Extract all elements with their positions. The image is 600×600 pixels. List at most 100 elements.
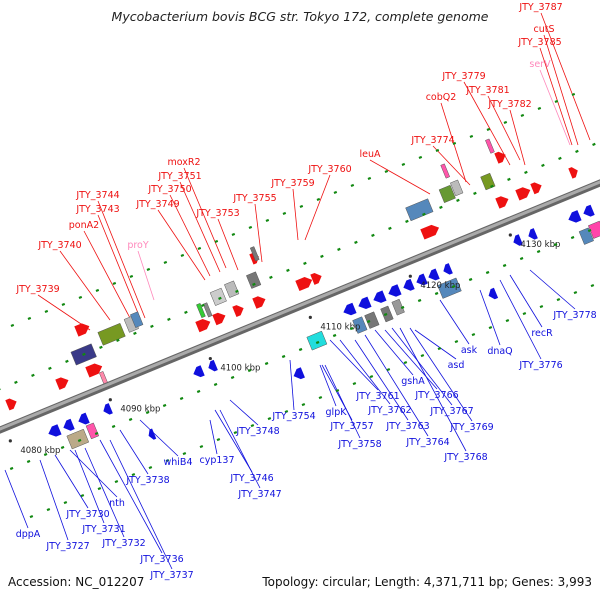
forward-gene-arrow <box>420 224 440 240</box>
reverse-gene-arrow <box>208 359 218 372</box>
leader-line <box>39 459 69 541</box>
leader-line <box>97 214 141 319</box>
gene-label-reverse: JTY_3730 <box>65 509 109 520</box>
gene-label-forward: JTY_3739 <box>15 284 59 295</box>
frame-tick-lower <box>522 312 527 316</box>
frame-tick-forward <box>558 156 562 160</box>
frame-tick-forward <box>473 191 477 195</box>
genome-backbone <box>0 179 600 434</box>
gene-label-reverse: JTY_3764 <box>405 437 449 448</box>
gene-label-reverse: JTY_3731 <box>81 524 125 535</box>
gene-label-reverse: glpK <box>326 407 348 418</box>
gene-label-forward: JTY_3743 <box>75 204 119 215</box>
gene-label-reverse: JTY_3736 <box>139 554 183 565</box>
frame-tick-reverse <box>9 466 14 471</box>
feature-mark <box>249 246 260 262</box>
gene-label-reverse: JTY_3737 <box>149 570 193 581</box>
frame-tick-lower <box>233 430 238 435</box>
frame-tick-forward <box>524 170 528 174</box>
frame-tick-reverse <box>536 249 541 254</box>
frame-tick-forward <box>456 198 460 202</box>
frame-tick-lower <box>182 451 187 456</box>
frame-tick-forward <box>31 373 35 377</box>
frame-tick-reverse <box>247 368 252 373</box>
forward-gene-arrow <box>568 167 578 179</box>
gene-label-reverse: JTY_3732 <box>101 538 145 549</box>
frame-tick-lower <box>29 514 34 519</box>
frame-tick-reverse <box>145 410 150 415</box>
gene-label-forward: JTY_3785 <box>517 37 561 48</box>
gene-features <box>5 138 600 450</box>
frame-tick-forward <box>48 366 52 370</box>
genome-summary: Topology: circular; Length: 4,371,711 bp… <box>262 575 592 589</box>
scale-tick-label: 4120 kbp <box>420 281 460 291</box>
frame-tick-reverse <box>451 284 456 289</box>
frame-tick-lower <box>114 479 119 484</box>
frame-tick-reverse <box>213 382 218 387</box>
frame-tick-lower <box>590 284 595 288</box>
leader-line <box>329 339 379 391</box>
frame-tick-upper <box>435 148 440 153</box>
feature-block <box>97 322 126 346</box>
forward-gene-arrow <box>232 305 244 317</box>
frame-tick-upper <box>112 281 117 286</box>
leader-line <box>432 145 471 186</box>
feature-block <box>306 330 328 351</box>
reverse-gene-arrow <box>358 296 372 310</box>
frame-tick-reverse <box>77 438 82 443</box>
frame-tick-forward <box>82 352 86 356</box>
frame-tick-lower <box>335 388 340 393</box>
scale-tick <box>8 439 12 443</box>
frame-tick-reverse <box>519 256 524 261</box>
forward-gene-arrow <box>195 318 211 333</box>
leader-line <box>4 469 29 529</box>
frame-tick-lower <box>471 333 476 337</box>
gene-label-reverse: JTY_3778 <box>552 310 596 321</box>
leader-line <box>219 409 261 489</box>
scale-tick-label: 4110 kbp <box>320 322 360 332</box>
frame-tick-upper <box>520 113 525 118</box>
gene-label-reverse: JTY_3762 <box>367 405 411 416</box>
forward-gene-arrow <box>495 196 509 209</box>
reverse-gene-arrow <box>388 284 402 297</box>
frame-tick-lower <box>403 360 408 365</box>
scale-tick <box>308 315 312 319</box>
frame-tick-lower <box>284 409 289 414</box>
gene-label-forward: JTY_3749 <box>135 199 179 210</box>
reverse-gene-arrow <box>428 268 440 281</box>
frame-tick-forward <box>507 177 511 181</box>
leader-line <box>109 439 173 570</box>
gene-label-reverse: ask <box>461 345 478 356</box>
backbone-highlight <box>0 180 600 431</box>
frame-tick-forward <box>541 163 545 167</box>
leader-line <box>169 194 211 277</box>
frame-tick-lower <box>386 367 391 372</box>
genome-title: Mycobacterium bovis BCG str. Tokyo 172, … <box>111 9 489 24</box>
reverse-gene-arrow <box>293 367 305 380</box>
frame-tick-upper <box>78 295 83 300</box>
frame-tick-lower <box>437 346 442 351</box>
gene-label-forward: JTY_3755 <box>232 193 276 204</box>
leader-line <box>214 409 253 473</box>
gene-label-forward: JTY_3740 <box>37 240 81 251</box>
feature-block <box>437 277 462 299</box>
gene-label-forward: JTY_3782 <box>487 99 531 110</box>
leader-line <box>439 299 470 345</box>
reverse-gene-arrow <box>403 278 415 291</box>
frame-tick-reverse <box>485 270 490 275</box>
reverse-gene-arrow <box>103 403 113 415</box>
frame-tick-upper <box>231 232 236 237</box>
frame-tick-upper <box>197 246 202 251</box>
leader-line <box>479 289 501 346</box>
frame-tick-forward <box>371 233 375 237</box>
leader-line <box>254 203 263 263</box>
frame-tick-reverse <box>434 291 439 296</box>
frame-tick-upper <box>27 316 32 321</box>
leader-line <box>304 174 331 241</box>
feature-block <box>438 184 456 204</box>
leader-line <box>409 327 473 422</box>
scale-tick-label: 4080 kbp <box>20 446 60 456</box>
reverse-gene-arrow <box>568 210 582 223</box>
frame-tick-forward <box>320 254 324 258</box>
frame-tick-lower <box>488 326 493 330</box>
